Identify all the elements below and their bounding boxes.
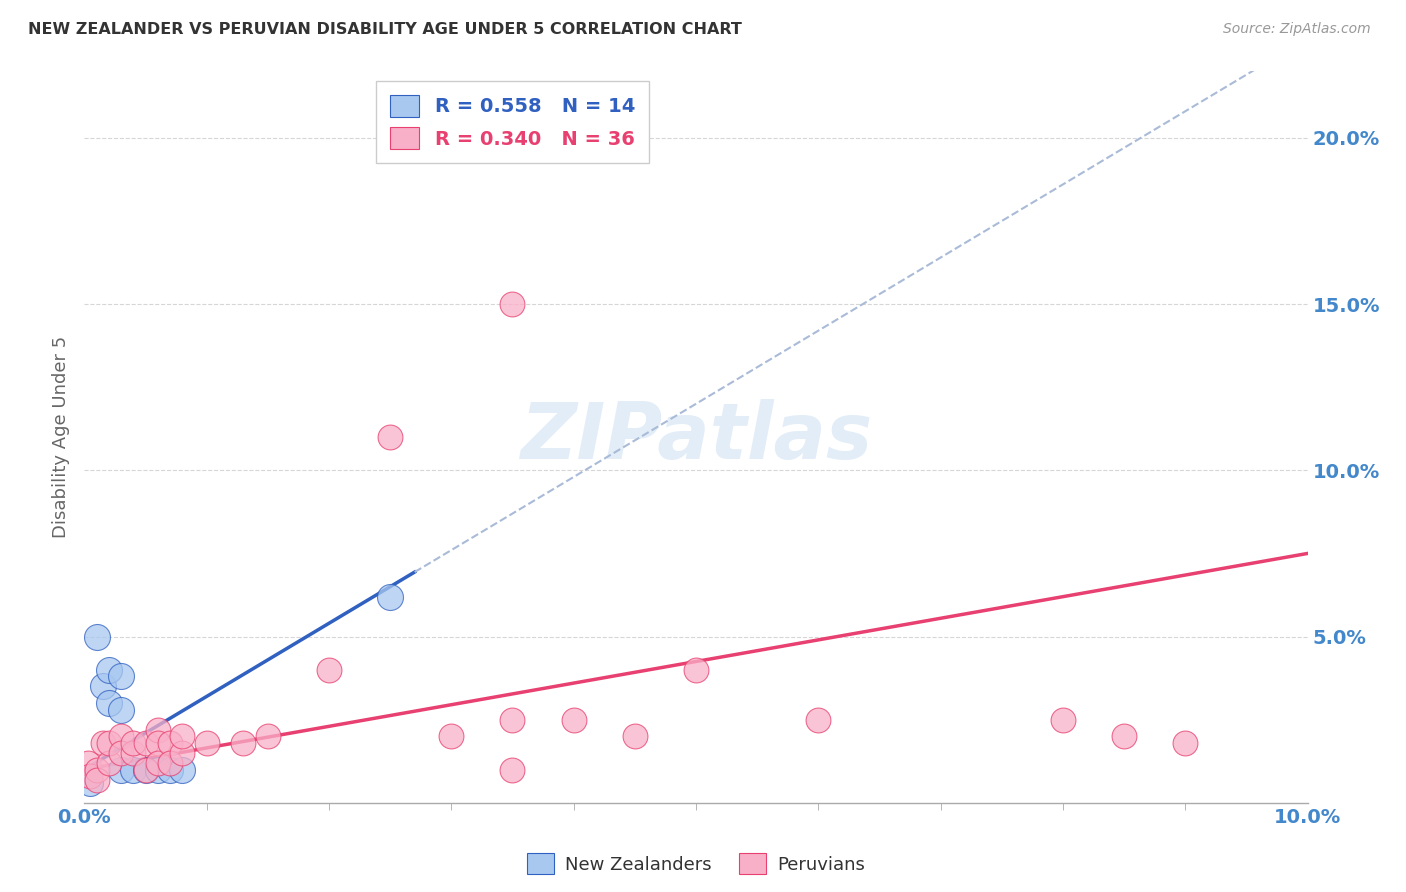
Legend: New Zealanders, Peruvians: New Zealanders, Peruvians [520, 847, 872, 881]
Point [97, 756, 120, 770]
Point [110, 669, 132, 683]
Point [135, 736, 157, 750]
Point [232, 736, 254, 750]
Point [159, 736, 181, 750]
Point [79, 776, 101, 790]
Point [502, 713, 524, 727]
Point [159, 763, 181, 777]
Point [380, 590, 402, 604]
Point [110, 703, 132, 717]
Point [172, 746, 194, 760]
Text: ZIPatlas: ZIPatlas [520, 399, 872, 475]
Point [146, 736, 169, 750]
Point [77, 756, 100, 770]
Point [86, 630, 108, 644]
Point [624, 729, 647, 743]
Point [122, 736, 145, 750]
Point [172, 729, 194, 743]
Point [318, 663, 340, 677]
Point [79, 769, 101, 783]
Point [122, 746, 145, 760]
Point [380, 430, 402, 444]
Point [257, 729, 280, 743]
Point [1052, 713, 1074, 727]
Point [97, 696, 120, 710]
Point [146, 756, 169, 770]
Point [159, 756, 181, 770]
Text: Source: ZipAtlas.com: Source: ZipAtlas.com [1223, 22, 1371, 37]
Point [91, 736, 114, 750]
Y-axis label: Disability Age Under 5: Disability Age Under 5 [52, 336, 70, 538]
Point [110, 729, 132, 743]
Point [146, 763, 169, 777]
Point [685, 663, 707, 677]
Point [86, 763, 108, 777]
Point [110, 746, 132, 760]
Point [97, 736, 120, 750]
Point [172, 763, 194, 777]
Point [807, 713, 830, 727]
Point [1174, 736, 1197, 750]
Point [440, 729, 463, 743]
Point [122, 763, 145, 777]
Point [91, 680, 114, 694]
Point [110, 763, 132, 777]
Point [562, 713, 585, 727]
Point [195, 736, 218, 750]
Text: NEW ZEALANDER VS PERUVIAN DISABILITY AGE UNDER 5 CORRELATION CHART: NEW ZEALANDER VS PERUVIAN DISABILITY AGE… [28, 22, 742, 37]
Point [502, 763, 524, 777]
Point [146, 723, 169, 737]
Point [135, 763, 157, 777]
Point [502, 297, 524, 311]
Point [1114, 729, 1136, 743]
Point [97, 663, 120, 677]
Point [86, 772, 108, 787]
Point [135, 763, 157, 777]
